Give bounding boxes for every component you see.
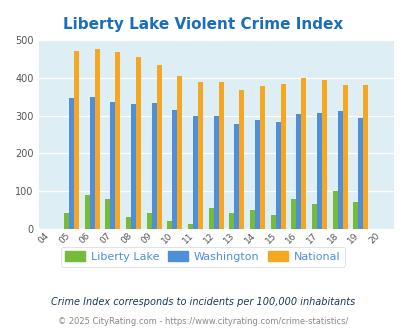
Bar <box>74 51 79 229</box>
Bar <box>311 204 316 229</box>
Bar <box>136 57 141 229</box>
Bar <box>337 111 342 229</box>
Bar <box>254 120 259 229</box>
Bar <box>275 122 280 229</box>
Bar <box>172 110 177 229</box>
Bar <box>316 113 321 229</box>
Bar <box>193 116 198 229</box>
Bar <box>218 82 223 229</box>
Bar <box>126 217 131 229</box>
Text: © 2025 CityRating.com - https://www.cityrating.com/crime-statistics/: © 2025 CityRating.com - https://www.city… <box>58 317 347 326</box>
Bar <box>188 224 193 229</box>
Bar <box>151 103 156 229</box>
Bar <box>213 116 218 229</box>
Bar <box>321 80 326 229</box>
Bar <box>94 50 100 229</box>
Bar <box>64 213 69 229</box>
Bar <box>156 65 161 229</box>
Bar <box>105 199 110 229</box>
Bar <box>110 102 115 229</box>
Bar <box>352 202 357 229</box>
Bar <box>362 85 367 229</box>
Bar <box>291 199 296 229</box>
Bar <box>131 104 136 229</box>
Bar <box>234 124 239 229</box>
Bar <box>239 90 244 229</box>
Bar <box>147 213 151 229</box>
Bar <box>342 85 347 229</box>
Bar <box>270 215 275 229</box>
Bar <box>357 118 362 229</box>
Bar <box>177 76 182 229</box>
Bar <box>249 210 254 229</box>
Bar <box>90 97 94 229</box>
Bar <box>85 195 90 229</box>
Legend: Liberty Lake, Washington, National: Liberty Lake, Washington, National <box>61 247 344 267</box>
Bar <box>69 98 74 229</box>
Bar <box>198 82 202 229</box>
Bar <box>259 86 264 229</box>
Text: Liberty Lake Violent Crime Index: Liberty Lake Violent Crime Index <box>63 17 342 32</box>
Bar <box>296 114 301 229</box>
Bar <box>229 213 234 229</box>
Bar <box>332 191 337 229</box>
Bar <box>115 52 120 229</box>
Bar <box>208 209 213 229</box>
Text: Crime Index corresponds to incidents per 100,000 inhabitants: Crime Index corresponds to incidents per… <box>51 297 354 307</box>
Bar <box>301 78 305 229</box>
Bar <box>280 83 285 229</box>
Bar <box>167 221 172 229</box>
